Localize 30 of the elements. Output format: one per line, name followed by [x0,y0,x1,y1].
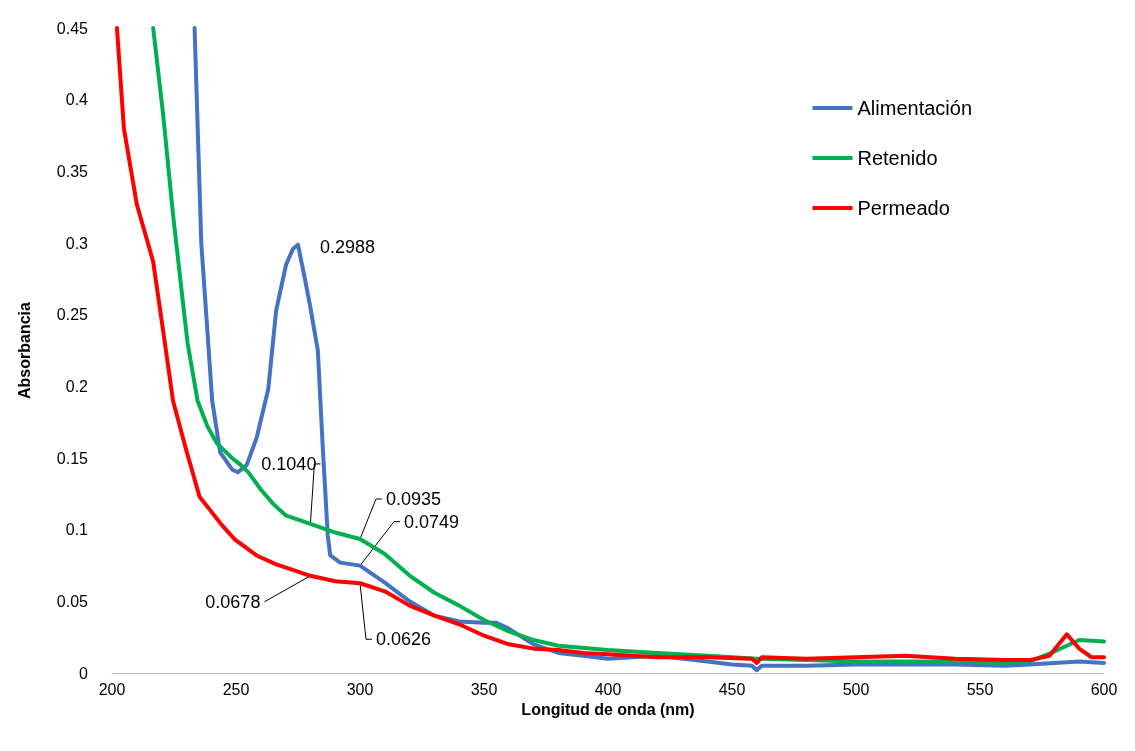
y-tick-label: 0.35 [56,162,89,180]
x-tick-label: 350 [470,680,498,698]
legend-label: Retenido [857,147,938,169]
x-axis-title: Longitud de onda (nm) [521,701,695,719]
x-tick-label: 250 [222,680,250,698]
annotation: 0.0749 [404,511,460,532]
x-tick-label: 450 [718,680,746,698]
legend-label: Alimentación [857,97,973,119]
y-axis-title: Absorbancia [15,301,33,399]
y-tick-label: 0.1 [65,521,89,539]
annotation: 0.0626 [376,629,432,650]
y-tick-label: 0.15 [56,449,89,467]
y-tick-label: 0.25 [56,306,89,324]
x-tick-label: 600 [1090,680,1118,698]
y-tick-label: 0.45 [56,19,89,37]
x-tick-label: 400 [594,680,622,698]
annotation: 0.0678 [205,591,261,612]
y-tick-label: 0.3 [65,234,89,252]
x-tick-label: 300 [346,680,374,698]
annotation: 0.2988 [320,236,376,257]
y-tick-label: 0.2 [65,377,89,395]
x-tick-label: 500 [842,680,870,698]
y-tick-label: 0 [79,664,89,682]
x-tick-label: 550 [966,680,994,698]
legend-label: Permeado [857,197,950,219]
x-tick-label: 200 [98,680,126,698]
y-tick-label: 0.05 [56,592,89,610]
y-tick-label: 0.4 [65,91,89,109]
annotation: 0.1040 [261,453,317,474]
annotation: 0.0935 [386,488,442,509]
